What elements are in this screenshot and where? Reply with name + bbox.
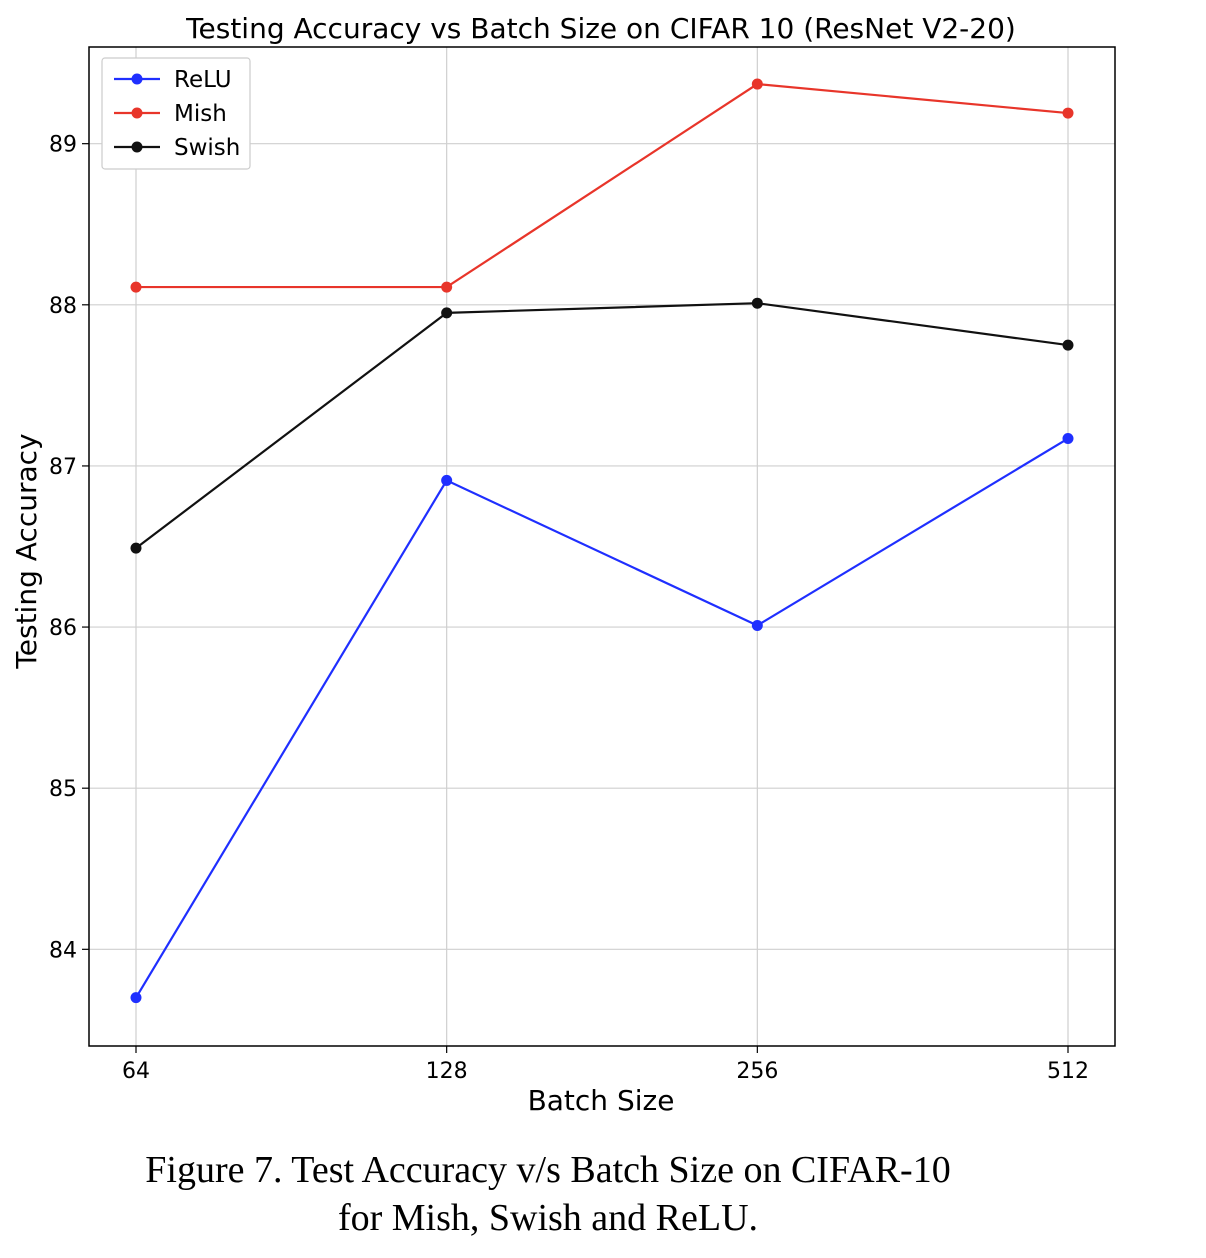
legend: ReLU Mish Swish	[101, 57, 251, 170]
y-tick-label: 89	[49, 133, 77, 158]
data-point-relu	[130, 992, 142, 1004]
plot-frame	[88, 46, 1116, 1047]
data-point-mish	[441, 281, 453, 293]
y-axis-label: Testing Accuracy	[10, 433, 43, 669]
tick-labels: 64 128 256 512 84 85 86 87 88 89	[49, 133, 1089, 1084]
legend-marker-mish	[131, 107, 143, 119]
legend-marker-relu	[131, 73, 143, 85]
data-point-swish	[441, 307, 453, 319]
legend-label-swish: Swish	[174, 135, 240, 161]
data-point-relu	[751, 619, 763, 631]
caption-line-1: Figure 7. Test Accuracy v/s Batch Size o…	[145, 1149, 951, 1191]
grid-lines	[89, 47, 1115, 1046]
y-tick-label: 85	[49, 777, 77, 802]
data-point-mish	[130, 281, 142, 293]
data-point-swish	[751, 297, 763, 309]
y-tick-label: 86	[49, 616, 77, 641]
series-line-mish	[136, 82, 1069, 289]
series-line-relu	[135, 437, 1069, 999]
data-point-swish	[130, 542, 142, 554]
x-axis-label: Batch Size	[528, 1084, 675, 1117]
x-tick-label: 64	[122, 1059, 150, 1084]
y-tick-label: 84	[49, 938, 77, 963]
data-point-mish	[751, 78, 763, 90]
caption-line-2: for Mish, Swish and ReLU.	[337, 1197, 759, 1239]
data-point-relu	[441, 474, 453, 486]
series-layer	[130, 78, 1074, 1004]
line-chart: Testing Accuracy vs Batch Size on CIFAR …	[10, 12, 1116, 1117]
series-line-swish	[135, 302, 1069, 549]
x-tick-label: 512	[1047, 1059, 1089, 1084]
data-point-relu	[1062, 433, 1074, 445]
x-tick-label: 256	[736, 1059, 778, 1084]
legend-label-relu: ReLU	[174, 67, 232, 93]
data-point-mish	[1062, 107, 1074, 119]
data-point-swish	[1062, 339, 1074, 351]
x-tick-label: 128	[426, 1059, 468, 1084]
legend-marker-swish	[131, 141, 143, 153]
figure-caption: Figure 7. Test Accuracy v/s Batch Size o…	[0, 1146, 1096, 1242]
y-tick-label: 87	[49, 455, 77, 480]
chart-title: Testing Accuracy vs Batch Size on CIFAR …	[185, 12, 1016, 45]
legend-box	[101, 57, 251, 170]
y-tick-label: 88	[49, 294, 77, 319]
legend-label-mish: Mish	[174, 101, 227, 127]
